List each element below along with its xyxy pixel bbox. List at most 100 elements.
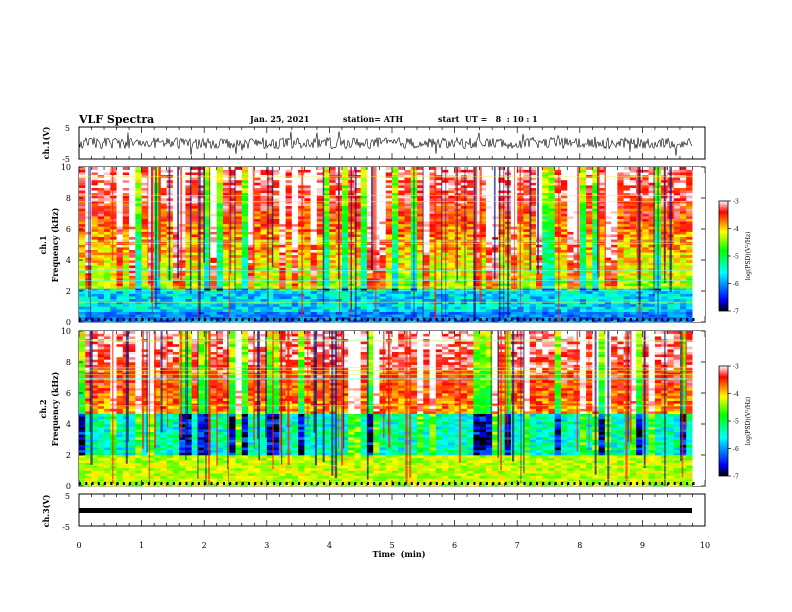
spectrogram-cell [366,303,374,307]
spectrogram-cell [535,296,543,300]
spectrogram-cell [435,314,443,318]
spectrogram-cell [122,236,130,240]
spectrogram-cell [448,213,455,217]
spectrogram-cell [104,210,111,214]
spectrogram-cell [91,192,99,196]
spectrogram-cell [110,309,117,312]
spectrogram-cell [122,296,130,300]
spectrogram-cell [548,182,556,186]
spectrogram-cell [592,283,599,287]
spectrogram-cell [567,309,574,312]
spectrogram-cell [216,252,224,256]
spectrogram-cell [354,218,361,222]
spectrogram-cell [404,187,412,191]
spectrogram-cell [460,247,468,250]
spectrogram-cell [248,192,255,196]
spectrogram-cell [554,301,562,305]
spectrogram-cell [79,285,86,289]
spectrogram-cell [204,260,211,263]
spectrogram-cell [423,195,430,199]
spectrogram-cell [366,223,374,227]
spectrogram-cell [554,249,562,253]
spectrogram-cell [529,293,537,297]
spectrogram-cell [91,167,99,170]
spectrogram-cell [304,288,311,292]
spectrogram-cell [310,182,318,186]
spectrogram-cell [197,198,205,201]
spectrogram-cell [429,231,437,235]
spectrogram-cell [273,293,280,297]
spectrogram-cell [210,213,218,217]
spectrogram-cell [360,257,368,261]
spectrogram-cell [266,272,274,276]
spectrogram-cell [548,236,556,240]
spectrogram-cell [241,208,249,212]
spectrogram-cell [354,252,361,256]
spectrogram-cell [579,185,587,188]
spectrogram-cell [79,303,86,307]
spectrogram-cell [535,208,543,212]
spectrogram-cell [329,285,336,289]
spectrogram-cell [310,210,318,214]
spectrogram-cell [561,309,568,312]
spectrogram-cell [573,311,581,315]
spectrogram-cell [154,200,161,204]
spectrogram-cell [116,236,124,240]
spectrogram-cell [567,187,574,191]
spectrogram-cell [179,223,186,227]
spectrogram-cell [116,192,124,196]
spectrogram-cell [210,239,218,243]
spectrogram-cell [266,182,274,186]
spectrogram-cell [423,247,430,250]
spectrogram-cell [248,278,255,281]
spectrogram-cell [385,244,393,248]
spectrogram-cell [586,252,593,256]
spectrogram-cell [529,187,537,191]
spectrogram-cell [323,247,330,250]
spectrogram-cell [248,195,255,199]
spectrogram-cell [448,208,455,212]
spectrogram-cell [241,293,249,297]
spectrogram-cell [498,192,505,196]
spectrogram-cell [210,303,218,307]
spectrogram-cell [110,293,117,297]
spectrogram-cell [404,311,412,315]
spectrogram-cell [360,218,368,222]
spectrogram-cell [110,301,117,305]
spectrogram-cell [423,267,430,271]
spectrogram-cell [248,231,255,235]
spectrogram-cell [191,218,199,222]
spectrogram-cell [273,303,280,307]
spectrogram-cell [91,198,99,201]
spectrogram-cell [523,272,531,276]
spectrogram-cell [417,283,424,287]
spectrogram-cell [129,257,136,261]
spectrogram-cell [260,205,268,209]
spectrogram-cell [235,293,243,297]
spectrogram-cell [341,195,349,199]
spectrogram-cell [154,231,161,235]
spectrogram-cell [592,195,599,199]
spectrogram-cell [360,177,368,181]
spectrogram-cell [579,213,587,217]
spectrogram-cell [554,272,562,276]
spectrogram-cell [366,283,374,287]
spectrogram-cell [204,306,211,310]
spectrogram-cell [592,213,599,217]
spectrogram-cell [354,234,361,238]
spectrogram-cell [323,205,330,209]
spectrogram-cell [548,172,556,176]
spectrogram-cell [385,210,393,214]
spectrogram-cell [329,190,336,194]
spectrogram-cell [279,254,286,258]
spectrogram-cell [592,270,599,274]
spectrogram-cell [260,234,268,238]
spectrogram-cell [479,213,487,217]
spectrogram-cell [529,205,537,209]
spectrogram-cell [548,192,556,196]
spectrogram-cell [248,270,255,274]
spectrogram-cell [554,226,562,230]
spectrogram-cell [129,203,136,207]
spectrogram-cell [423,272,430,276]
spectrogram-cell [341,200,349,204]
